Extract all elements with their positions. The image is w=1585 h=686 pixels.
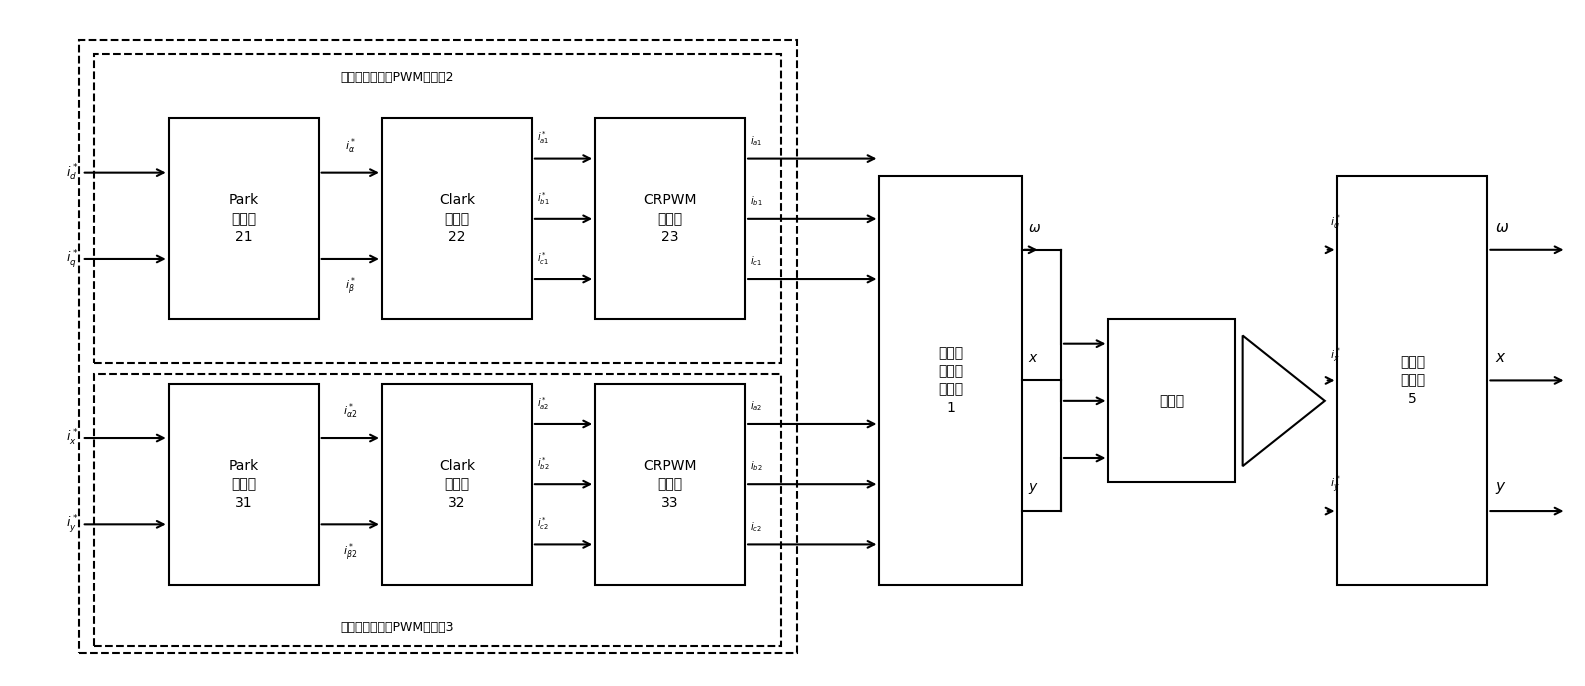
Bar — [1108, 319, 1235, 482]
Text: 扩展的电流带环PWM逆变器3: 扩展的电流带环PWM逆变器3 — [339, 621, 453, 634]
Bar — [880, 176, 1021, 584]
Text: Park
逆变换
31: Park 逆变换 31 — [228, 459, 258, 510]
Text: $\it{i}_y^*$: $\it{i}_y^*$ — [67, 513, 79, 535]
Text: $\it{i}_{\beta2}^*$: $\it{i}_{\beta2}^*$ — [344, 541, 357, 564]
Text: $\omega$: $\omega$ — [1027, 221, 1041, 235]
Text: $\it{i}_q^*$: $\it{i}_q^*$ — [67, 248, 79, 270]
Polygon shape — [1243, 335, 1325, 466]
Text: $y$: $y$ — [1027, 481, 1038, 496]
Text: $\it{i}_\beta^*$: $\it{i}_\beta^*$ — [346, 276, 355, 298]
Bar — [168, 384, 319, 584]
Bar — [168, 119, 319, 319]
Bar — [95, 374, 781, 646]
Text: $\it{i}_{c1}^*$: $\it{i}_{c1}^*$ — [537, 250, 548, 267]
Text: $\it{i}_{b2}$: $\it{i}_{b2}$ — [750, 460, 762, 473]
Bar — [1338, 176, 1487, 584]
Text: $\it{i}_{\alpha2}^*$: $\it{i}_{\alpha2}^*$ — [342, 401, 358, 421]
Text: $\it{i}_{b2}^*$: $\it{i}_{b2}^*$ — [537, 455, 550, 472]
Text: $\it{i}_{b1}^*$: $\it{i}_{b1}^*$ — [537, 190, 550, 206]
Text: Clark
逆变换
32: Clark 逆变换 32 — [439, 459, 475, 510]
Text: $\it{i}_{a1}$: $\it{i}_{a1}$ — [750, 134, 762, 147]
Text: 等效为: 等效为 — [1159, 394, 1184, 408]
Text: Clark
逆变换
22: Clark 逆变换 22 — [439, 193, 475, 244]
Text: $y$: $y$ — [1495, 480, 1507, 496]
Text: $\it{i}_\alpha^*$: $\it{i}_\alpha^*$ — [346, 136, 355, 156]
Text: $\it{i}_{a2}$: $\it{i}_{a2}$ — [750, 399, 762, 413]
Text: $\it{i}_{c2}^*$: $\it{i}_{c2}^*$ — [537, 515, 548, 532]
Bar — [594, 384, 745, 584]
Bar — [79, 40, 797, 652]
Bar — [594, 119, 745, 319]
Text: $\it{i}_x^*$: $\it{i}_x^*$ — [67, 428, 79, 448]
Text: 扩展的电流带环PWM逆变器2: 扩展的电流带环PWM逆变器2 — [339, 71, 453, 84]
Text: $x$: $x$ — [1495, 351, 1507, 366]
Text: $\it{i}_{b1}$: $\it{i}_{b1}$ — [750, 194, 762, 208]
Text: $x$: $x$ — [1027, 351, 1038, 366]
Text: $\it{i}_{a2}^*$: $\it{i}_{a2}^*$ — [537, 395, 548, 412]
Text: $\it{i}_{c2}$: $\it{i}_{c2}$ — [750, 520, 762, 534]
Text: Park
逆变换
21: Park 逆变换 21 — [228, 193, 258, 244]
Text: $\omega$: $\omega$ — [1495, 220, 1509, 235]
Text: $\it{i}_q^*$: $\it{i}_q^*$ — [1330, 213, 1341, 235]
Text: $\it{i}_y^*$: $\it{i}_y^*$ — [1330, 474, 1341, 496]
Bar — [382, 384, 533, 584]
Text: CRPWM
逆变器
23: CRPWM 逆变器 23 — [644, 193, 697, 244]
Bar — [95, 54, 781, 364]
Text: 无轴承
同步磁
阻电机
1: 无轴承 同步磁 阻电机 1 — [938, 346, 964, 415]
Text: CRPWM
逆变器
33: CRPWM 逆变器 33 — [644, 459, 697, 510]
Text: $\it{i}_d^*$: $\it{i}_d^*$ — [67, 163, 79, 182]
Text: $\it{i}_{c1}$: $\it{i}_{c1}$ — [750, 255, 762, 268]
Text: $\it{i}_x^*$: $\it{i}_x^*$ — [1330, 346, 1341, 366]
Text: $\it{i}_{a1}^*$: $\it{i}_{a1}^*$ — [537, 130, 548, 146]
Bar — [382, 119, 533, 319]
Text: 复合被
控对象
5: 复合被 控对象 5 — [1400, 355, 1425, 406]
